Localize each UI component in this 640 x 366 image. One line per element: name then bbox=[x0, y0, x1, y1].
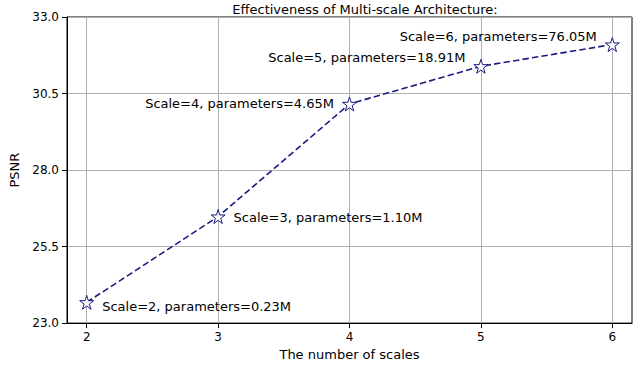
svg-text:Scale=4, parameters=4.65M: Scale=4, parameters=4.65M bbox=[145, 96, 334, 111]
svg-text:23.0: 23.0 bbox=[32, 316, 59, 330]
svg-text:5: 5 bbox=[477, 330, 485, 344]
svg-text:6: 6 bbox=[608, 330, 616, 344]
svg-text:Scale=5, parameters=18.91M: Scale=5, parameters=18.91M bbox=[268, 50, 465, 65]
svg-text:Scale=6, parameters=76.05M: Scale=6, parameters=76.05M bbox=[400, 29, 597, 44]
svg-text:Effectiveness of Multi-scale A: Effectiveness of Multi-scale Architectur… bbox=[232, 2, 497, 17]
svg-text:3: 3 bbox=[214, 330, 222, 344]
svg-text:Scale=2, parameters=0.23M: Scale=2, parameters=0.23M bbox=[102, 299, 291, 314]
svg-text:Scale=3, parameters=1.10M: Scale=3, parameters=1.10M bbox=[234, 210, 423, 225]
svg-text:4: 4 bbox=[346, 330, 354, 344]
svg-text:The number of scales: The number of scales bbox=[278, 347, 419, 362]
svg-text:28.0: 28.0 bbox=[32, 163, 59, 177]
svg-text:2: 2 bbox=[83, 330, 91, 344]
svg-text:33.0: 33.0 bbox=[32, 10, 59, 24]
svg-text:30.5: 30.5 bbox=[32, 87, 59, 101]
svg-text:25.5: 25.5 bbox=[32, 240, 59, 254]
svg-text:PSNR: PSNR bbox=[7, 153, 22, 188]
